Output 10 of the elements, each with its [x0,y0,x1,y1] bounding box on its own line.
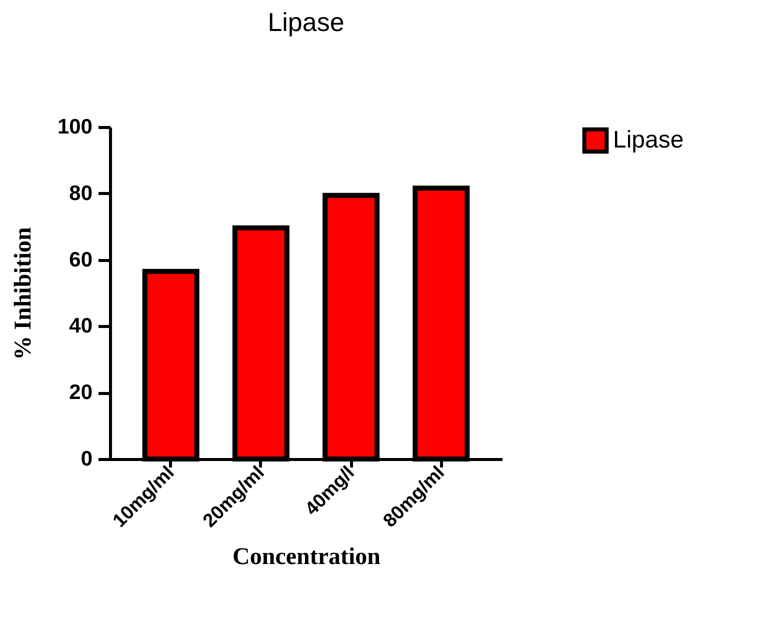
y-axis-title: % Inhibition [10,227,36,360]
legend-label: Lipase [613,126,684,154]
y-tick-label: 40 [69,314,92,338]
y-tick-label: 60 [69,248,92,272]
y-tick-label: 80 [69,182,92,205]
chart-title: Lipase [268,7,344,37]
y-tick-label: 100 [57,116,92,138]
x-axis-title: Concentration [232,544,380,570]
y-tick-label: 20 [69,381,92,404]
y-tick-label: 0 [80,448,92,470]
